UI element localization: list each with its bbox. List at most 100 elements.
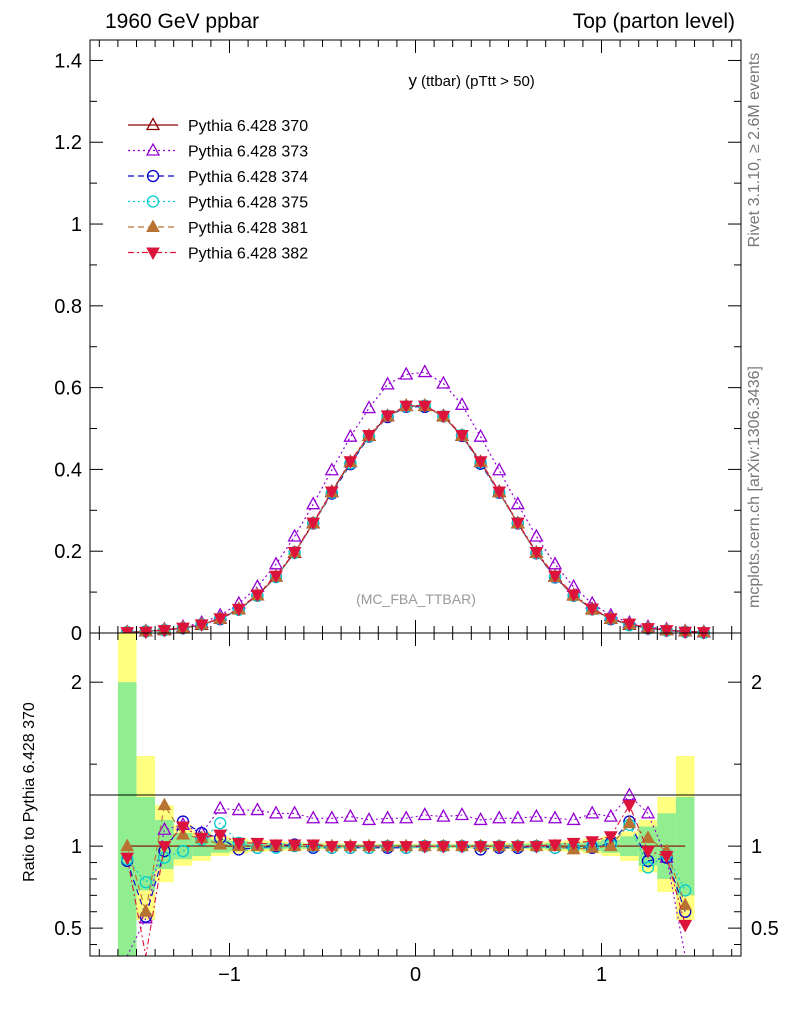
ratio-2-point: [399, 810, 414, 824]
series-6-point: [380, 410, 395, 423]
ratio-6-point: [287, 839, 302, 853]
series-6-point: [176, 622, 190, 636]
series-6-point: [566, 589, 581, 603]
series-6-point: [417, 400, 432, 414]
ratio-2-point: [622, 787, 637, 801]
ratio-2-point: [585, 805, 600, 819]
ratio-6-point: [585, 836, 600, 849]
ratio-2-point: [380, 810, 395, 824]
ratio-ytick-label-right: 1: [751, 836, 762, 858]
ratio-line-2: [126, 794, 686, 957]
ratio-data-marks: [120, 787, 693, 957]
series-2-point: [324, 462, 339, 476]
ratio-6-point: [492, 841, 507, 854]
ratio-6-point: [194, 832, 209, 846]
ratio-2-point: [287, 805, 302, 819]
ratio-ylabel: Ratio to Pythia 6.428 370: [21, 702, 38, 882]
ratio-6-point: [473, 841, 488, 854]
legend-marker-6: [146, 247, 160, 261]
ratio-6-point: [176, 821, 190, 835]
series-2-point: [306, 496, 321, 510]
ratio-2-point: [529, 808, 544, 822]
band-inner-bin: [136, 796, 156, 891]
ratio-2-point: [492, 810, 507, 824]
series-6-point: [343, 456, 358, 469]
ratio-2-point: [510, 810, 525, 824]
legend-marker-3: [146, 169, 160, 183]
series-2-point: [473, 428, 488, 442]
ratio-2-point: [268, 805, 284, 819]
ratio-5-point: [678, 897, 693, 911]
ratio-axis: 0.5 0.5 1 1 2 2 −1 0 1: [54, 633, 779, 986]
ratio-2-point: [566, 812, 581, 826]
legend: Pythia 6.428 370 Pythia 6.428 373 Pythia 6…: [128, 117, 308, 263]
header-left: 1960 GeV ppbar: [105, 10, 259, 33]
series-2-point: [454, 396, 470, 410]
ratio-6-point: [269, 839, 283, 853]
ratio-4-point: [641, 861, 655, 874]
series-6-point: [250, 589, 265, 603]
legend-marker-4: [146, 195, 160, 208]
series-6-point: [306, 517, 321, 531]
series-2-point: [436, 375, 451, 389]
ratio-panel: 0.5 0.5 1 1 2 2 −1 0 1: [54, 632, 779, 986]
legend-marker-2: [145, 142, 161, 156]
legend-label-6: Pythia 6.428 382: [188, 246, 308, 263]
series-2-point: [399, 366, 414, 380]
ratio-6-point: [157, 841, 172, 854]
ratio-ytick-label-right: 0.5: [751, 918, 779, 940]
ratio-6-point: [362, 841, 376, 854]
ratio-6-point: [659, 850, 674, 864]
ratio-6-point: [324, 841, 339, 854]
legend-marker-5: [146, 219, 160, 232]
main-ytick-label: 0: [71, 623, 82, 645]
series-6-point: [324, 486, 339, 500]
series-2-point: [287, 528, 302, 542]
ratio-xtick-label: 1: [596, 964, 607, 986]
ratio-6-point: [548, 839, 562, 853]
series-2-point: [268, 556, 284, 570]
ratio-6-point: [399, 841, 414, 854]
ratio-5-point: [622, 815, 637, 829]
series-6-point: [287, 547, 302, 560]
legend-label-4: Pythia 6.428 375: [188, 195, 308, 212]
main-ytick-label: 0.4: [54, 459, 82, 481]
ratio-ytick-label: 2: [71, 672, 82, 694]
ratio-6-point: [343, 841, 358, 854]
ratio-2-point: [213, 800, 228, 814]
rivet-label: Rivet 3.1.10, ≥ 2.6M events: [746, 53, 763, 248]
series-6-point: [529, 547, 544, 560]
series-6-point: [603, 613, 618, 626]
series-2-point: [417, 364, 432, 378]
ratio-4-point: [214, 817, 227, 830]
ratio-ytick-label: 0.5: [54, 918, 82, 940]
ratio-6-point: [417, 841, 432, 854]
ratio-6-point: [213, 829, 228, 843]
ratio-6-point: [250, 837, 265, 851]
ratio-5-point: [213, 836, 228, 850]
series-2-point: [547, 556, 563, 570]
ratio-5-point: [138, 904, 153, 917]
main-ytick-label: 1: [71, 214, 82, 236]
ratio-5-point: [120, 838, 135, 852]
series-6-point: [492, 486, 507, 500]
mc-watermark: (MC_FBA_TTBAR): [356, 591, 476, 607]
ratio-2-point: [231, 802, 246, 816]
ratio-5-point: [157, 797, 172, 811]
series-2-point: [343, 428, 358, 442]
series-6-point: [231, 603, 246, 617]
ratio-6-point: [641, 846, 655, 859]
series-6-point: [157, 625, 172, 638]
series-6-point: [399, 400, 414, 414]
series-2-point: [529, 528, 544, 542]
ratio-4-point: [139, 876, 152, 889]
series-2-point: [492, 462, 507, 476]
ratio-6-point: [455, 841, 469, 854]
ratio-2-point: [306, 810, 321, 824]
legend-label-5: Pythia 6.428 381: [188, 220, 308, 237]
ratio-5-point: [603, 838, 618, 852]
legend-label-1: Pythia 6.428 370: [188, 118, 308, 135]
main-title-var: y: [409, 71, 418, 90]
series-6-point: [641, 623, 655, 636]
